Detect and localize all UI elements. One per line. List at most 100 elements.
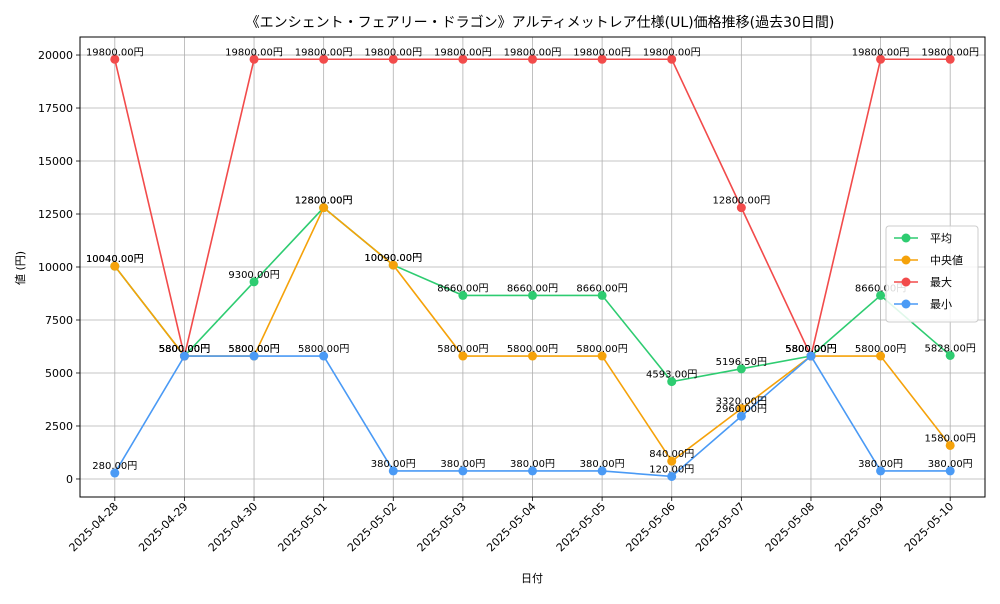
data-point <box>110 261 120 271</box>
x-tick-label: 2025-05-10 <box>902 500 956 554</box>
data-label: 5800.00円 <box>228 344 279 355</box>
data-label: 5800.00円 <box>576 344 627 355</box>
x-tick-label: 2025-04-28 <box>67 500 121 554</box>
x-tick-label: 2025-05-04 <box>484 500 538 554</box>
legend-marker <box>901 255 911 265</box>
legend-label: 最大 <box>930 275 952 289</box>
data-label: 19800.00円 <box>921 47 979 58</box>
data-label: 8660.00円 <box>576 283 627 294</box>
data-label: 5800.00円 <box>785 344 836 355</box>
data-label: 280.00円 <box>92 461 137 472</box>
y-tick-label: 17500 <box>38 102 73 115</box>
data-label: 19800.00円 <box>434 47 492 58</box>
x-tick-label: 2025-04-30 <box>206 500 260 554</box>
y-axis-title: 値 (円) <box>14 251 27 285</box>
data-point <box>319 203 329 213</box>
data-point <box>736 364 746 374</box>
x-tick-label: 2025-05-09 <box>832 500 886 554</box>
data-point <box>528 466 537 476</box>
data-point <box>110 54 120 64</box>
data-label: 5800.00円 <box>785 344 836 355</box>
x-tick-label: 2025-05-06 <box>623 500 677 554</box>
data-label: 19800.00円 <box>86 47 144 58</box>
data-point <box>667 456 677 466</box>
data-label: 9300.00円 <box>228 270 279 281</box>
data-point <box>667 377 677 387</box>
data-label: 4593.00円 <box>646 370 697 381</box>
data-label: 8660.00円 <box>507 283 558 294</box>
x-tick-label: 2025-05-03 <box>415 500 469 554</box>
data-label: 5800.00円 <box>507 344 558 355</box>
legend-box <box>885 225 979 323</box>
data-point <box>388 260 398 270</box>
data-labels: 10040.00円 5800.00円 9300.00円 12800.00円 10090.… <box>86 47 979 475</box>
legend-marker <box>901 277 911 287</box>
data-point <box>458 351 468 361</box>
data-point <box>458 54 468 64</box>
data-point <box>667 54 677 64</box>
data-point <box>876 466 886 476</box>
plot-frame <box>79 36 986 498</box>
data-point <box>528 54 537 64</box>
data-label: 19800.00円 <box>225 47 283 58</box>
data-label: 19800.00円 <box>364 47 422 58</box>
series-layer <box>110 54 955 481</box>
legend-label: 平均 <box>930 232 952 245</box>
data-point <box>945 54 955 64</box>
data-label: 19800.00円 <box>295 47 353 58</box>
data-label: 380.00円 <box>858 459 903 470</box>
legend-label: 最小 <box>930 298 952 311</box>
data-label: 1580.00円 <box>925 433 976 444</box>
data-label: 840.00円 <box>649 449 694 460</box>
data-label: 8660.00円 <box>437 283 488 294</box>
data-point <box>249 54 259 64</box>
data-point <box>597 290 607 300</box>
data-label: 380.00円 <box>580 459 625 470</box>
data-label: 19800.00円 <box>852 47 910 58</box>
data-label: 5800.00円 <box>785 344 836 355</box>
data-point <box>667 471 677 481</box>
data-point <box>945 350 955 360</box>
data-label: 5800.00円 <box>228 344 279 355</box>
data-point <box>179 351 189 361</box>
data-point <box>597 54 607 64</box>
x-tick-label: 2025-05-05 <box>554 500 608 554</box>
data-point <box>458 290 468 300</box>
data-label: 5828.00円 <box>925 343 976 354</box>
x-tick-label: 2025-04-29 <box>136 500 190 554</box>
data-label: 2960.00円 <box>716 404 767 415</box>
data-label: 12800.00円 <box>712 196 770 207</box>
data-point <box>249 351 259 361</box>
data-label: 5800.00円 <box>159 344 210 355</box>
data-label: 5800.00円 <box>159 344 210 355</box>
x-tick-label: 2025-05-07 <box>693 500 747 554</box>
legend-marker <box>901 299 911 309</box>
y-tick-label: 2500 <box>45 420 73 433</box>
data-label: 12800.00円 <box>295 196 353 207</box>
data-point <box>319 351 329 361</box>
data-point <box>736 411 746 421</box>
data-point <box>249 277 259 287</box>
x-axis-title: 日付 <box>521 572 543 585</box>
data-point <box>945 440 955 450</box>
data-label: 19800.00円 <box>573 47 631 58</box>
data-label: 380.00円 <box>371 459 416 470</box>
data-point <box>110 468 120 478</box>
data-label: 10040.00円 <box>86 254 144 265</box>
data-point <box>528 290 537 300</box>
data-label: 380.00円 <box>440 459 485 470</box>
chart-title: 《エンシェント・フェアリー・ドラゴン》アルティメットレア仕様(UL)価格推移(過… <box>246 14 835 31</box>
data-label: 8660.00円 <box>855 283 906 294</box>
y-tick-label: 12500 <box>38 208 73 221</box>
y-tick-label: 15000 <box>38 155 73 168</box>
data-point <box>806 351 816 361</box>
data-label: 380.00円 <box>510 459 555 470</box>
data-point <box>597 466 607 476</box>
data-label: 3320.00円 <box>716 397 767 408</box>
data-label: 19800.00円 <box>643 47 701 58</box>
data-point <box>597 351 607 361</box>
data-label: 10090.00円 <box>364 253 422 264</box>
data-point <box>319 54 329 64</box>
data-point <box>388 466 398 476</box>
